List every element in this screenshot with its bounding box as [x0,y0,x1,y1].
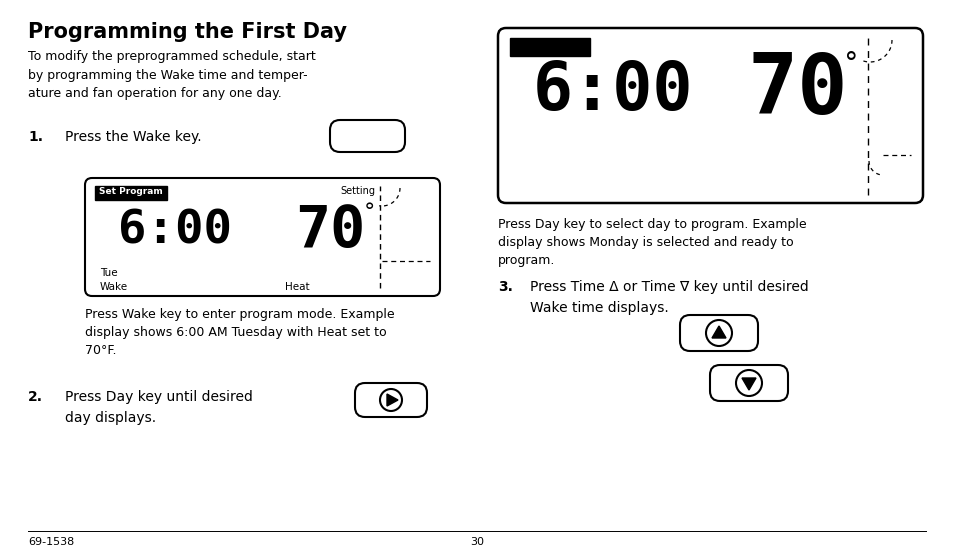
Polygon shape [741,378,755,390]
Text: 6:00: 6:00 [532,58,693,124]
Polygon shape [711,326,725,338]
Text: 6:00: 6:00 [118,208,232,253]
FancyBboxPatch shape [497,28,923,203]
Text: 70: 70 [747,50,847,131]
Text: Programming the First Day: Programming the First Day [28,22,347,42]
FancyBboxPatch shape [355,383,427,417]
Text: Press Wake key to enter program mode. Example
display shows 6:00 AM Tuesday with: Press Wake key to enter program mode. Ex… [85,308,395,357]
Bar [510,38,589,56]
Text: 30: 30 [470,537,483,547]
Polygon shape [387,394,397,406]
Text: 69-1538: 69-1538 [28,537,74,547]
Text: Heat: Heat [285,282,310,292]
Text: Press Time Δ or Time ∇ key until desired
Wake time displays.: Press Time Δ or Time ∇ key until desired… [530,280,808,315]
FancyBboxPatch shape [679,315,758,351]
Text: 1.: 1. [28,130,43,144]
Text: Set Program: Set Program [99,188,163,197]
FancyBboxPatch shape [330,120,405,152]
Text: Tue: Tue [100,268,117,278]
Text: Press the Wake key.: Press the Wake key. [65,130,201,144]
Text: 3.: 3. [497,280,513,294]
Text: °: ° [363,202,376,222]
FancyBboxPatch shape [709,365,787,401]
Text: Press Day key until desired
day displays.: Press Day key until desired day displays… [65,390,253,424]
Bar [95,186,167,200]
FancyBboxPatch shape [85,178,439,296]
Text: 2.: 2. [28,390,43,404]
Text: °: ° [842,50,859,78]
Text: 70: 70 [294,202,365,259]
Text: Wake: Wake [100,282,128,292]
Text: Setting: Setting [339,186,375,196]
Text: To modify the preprogrammed schedule, start
by programming the Wake time and tem: To modify the preprogrammed schedule, st… [28,50,315,100]
Text: Press Day key to select day to program. Example
display shows Monday is selected: Press Day key to select day to program. … [497,218,806,267]
